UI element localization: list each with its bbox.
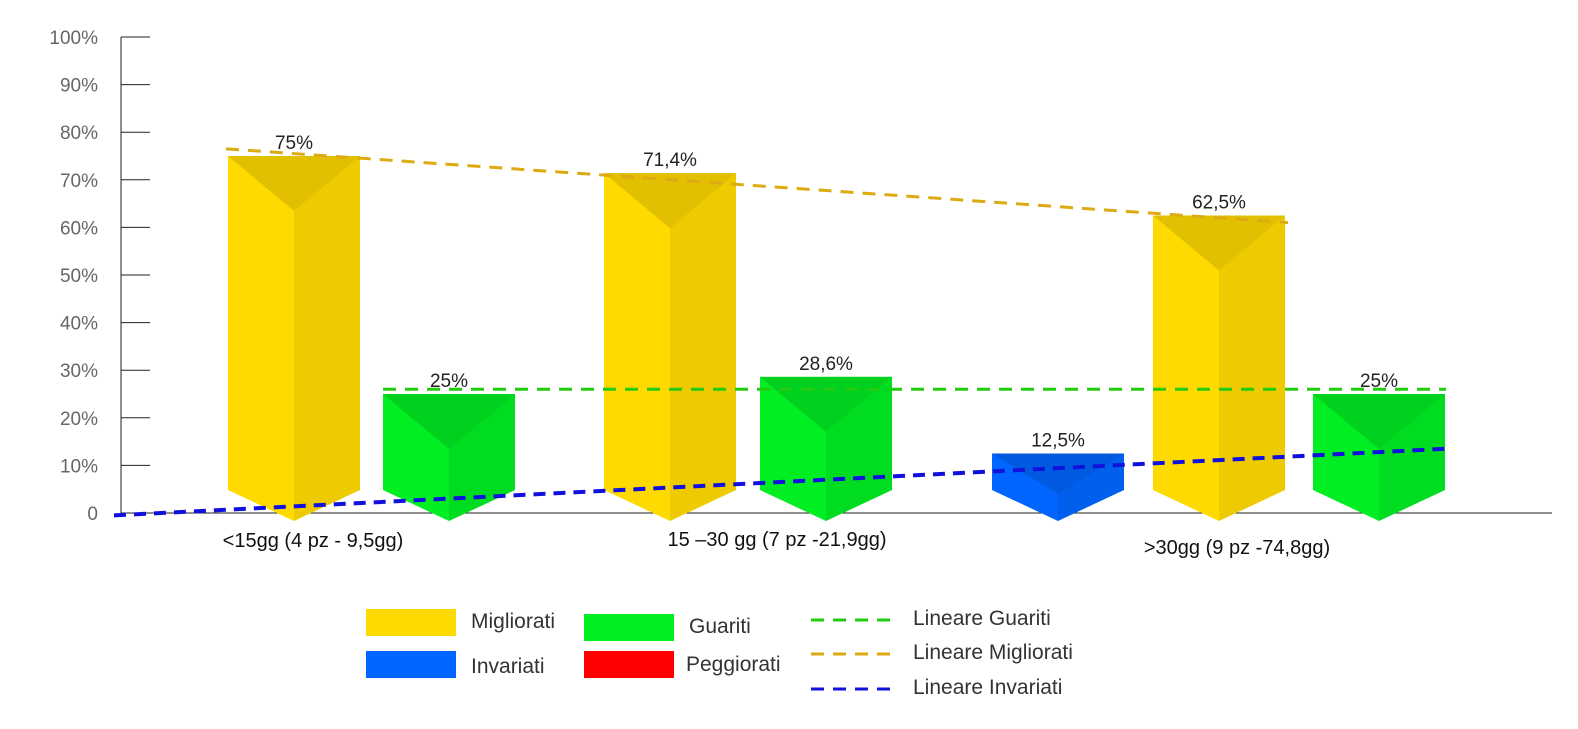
y-axis-ticks: 0 10% 20% 30% 40% 50% 60% 70% 80% 90% 100% [49,28,1552,525]
data-label: 12,5% [1031,431,1085,452]
bar-face-right [294,156,360,521]
data-label: 71,4% [643,150,697,171]
legend-label-peggiorati: Peggiorati [686,653,781,676]
bar-top-notch [383,394,515,449]
bar-face-left [1153,215,1219,521]
category-labels: <15gg (4 pz - 9,5gg) 15 –30 gg (7 pz -21,… [223,529,1330,559]
y-tick-label: 0 [87,504,98,525]
y-tick-label: 100% [49,28,98,49]
legend: Migliorati Guariti Invariati Peggiorati Line… [366,607,1073,699]
bar-face-right [1219,215,1285,521]
y-tick-label: 20% [60,409,98,430]
trendlines [113,147,1447,518]
bar-guariti [760,376,892,521]
bar-top-notch [992,453,1124,494]
trendline-lineare-invariati [113,446,1447,518]
category-label: >30gg (9 pz -74,8gg) [1144,537,1330,559]
bar-face-right [670,173,736,522]
y-tick-label: 30% [60,361,98,382]
bar-migliorati [1153,215,1285,521]
legend-swatch-peggiorati [584,651,674,678]
legend-label-lineare-guariti: Lineare Guariti [913,607,1051,630]
y-tick-label: 50% [60,266,98,287]
data-label: 62,5% [1192,193,1246,214]
bar-migliorati [228,156,360,521]
category-label: <15gg (4 pz - 9,5gg) [223,530,404,552]
bar-migliorati [604,173,736,522]
category-label: 15 –30 gg (7 pz -21,9gg) [667,529,886,551]
bars [228,156,1445,522]
bar-invariati [992,453,1124,521]
bar-top-notch [228,156,360,211]
legend-swatch-invariati [366,651,456,678]
legend-label-lineare-migliorati: Lineare Migliorati [913,641,1073,664]
trendline-lineare-migliorati [225,147,1289,225]
legend-swatch-migliorati [366,609,456,636]
bar-face-left [604,173,670,522]
bar-top-notch [604,173,736,229]
bar-top-notch [760,376,892,432]
data-label: 25% [1360,371,1398,392]
legend-label-invariati: Invariati [471,655,545,678]
bar-guariti [383,394,515,521]
y-tick-label: 90% [60,76,98,97]
bar-face-left [228,156,294,521]
legend-label-migliorati: Migliorati [471,610,555,633]
data-label: 28,6% [799,354,853,375]
y-tick-label: 40% [60,314,98,335]
bar-guariti [1313,394,1445,521]
data-label: 75% [275,133,313,154]
bar-top-notch [1153,215,1285,271]
legend-label-lineare-invariati: Lineare Invariati [913,676,1062,699]
legend-label-guariti: Guariti [689,615,751,638]
bar-top-notch [1313,394,1445,449]
y-tick-label: 70% [60,171,98,192]
y-tick-label: 10% [60,456,98,477]
y-tick-label: 80% [60,123,98,144]
legend-swatch-guariti [584,614,674,641]
data-label: 25% [430,371,468,392]
y-tick-label: 60% [60,218,98,239]
data-labels: 75% 25% 71,4% 28,6% 12,5% 62,5% 25% [275,133,1398,452]
